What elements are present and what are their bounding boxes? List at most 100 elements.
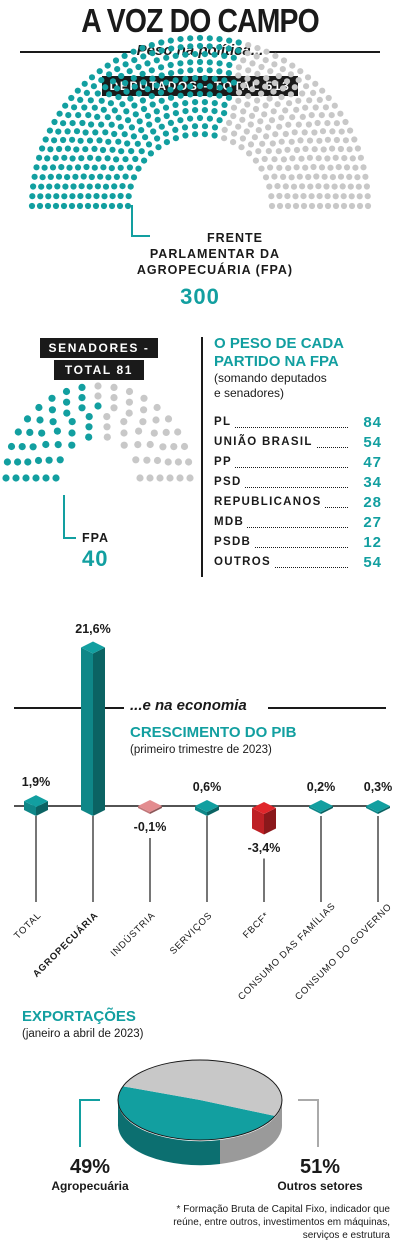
deputy-seat: [131, 57, 138, 64]
deputy-seat: [196, 82, 204, 90]
deputy-seat: [230, 112, 237, 120]
deputy-seat: [158, 72, 165, 79]
deputy-seat: [158, 97, 165, 104]
senator-seat: [18, 443, 26, 451]
deputy-seat: [98, 97, 105, 104]
deputy-seat: [315, 183, 322, 190]
deputy-seat: [295, 77, 302, 84]
deputy-seat: [355, 183, 362, 190]
deputy-seat: [216, 68, 223, 75]
deputy-seat: [320, 146, 327, 153]
deputy-seat: [139, 45, 146, 52]
deputy-seat: [80, 173, 87, 180]
deputy-seat: [153, 108, 160, 115]
leader-dots: [214, 487, 348, 488]
exports-heading: EXPORTAÇÕES: [22, 1008, 136, 1025]
agro-callout-line: [79, 1099, 100, 1147]
deputy-seat: [113, 173, 120, 180]
deputy-seat: [235, 89, 243, 96]
deputy-seat: [102, 183, 110, 190]
deputy-seat: [196, 42, 204, 50]
deputy-seat: [192, 131, 199, 138]
deputy-seat: [86, 183, 93, 190]
parties-heading-1: O PESO DE CADA: [214, 335, 345, 352]
deputy-seat: [263, 75, 270, 82]
party-row: PP 47: [214, 454, 382, 474]
deputy-seat: [297, 137, 304, 144]
senator-seat: [24, 458, 32, 466]
deputy-seat: [116, 202, 124, 210]
deputy-seat: [216, 44, 223, 51]
deputy-seat: [162, 104, 170, 111]
deputy-seat: [211, 51, 218, 58]
deputy-seat: [235, 47, 242, 54]
party-row: REPUBLICANOS 28: [214, 494, 382, 514]
deputy-seat: [293, 106, 300, 113]
deputy-seat: [201, 51, 208, 58]
deputy-seat: [288, 174, 295, 181]
deputy-seat: [91, 104, 98, 111]
deputy-seat: [94, 183, 101, 190]
deputy-seat: [138, 127, 145, 134]
deputy-seat: [316, 202, 324, 210]
deputy-seat: [310, 89, 317, 96]
deputy-seat: [163, 79, 170, 86]
footnote-line3: serviços e estrutura: [302, 1230, 390, 1241]
bar-face-left: [24, 801, 36, 816]
party-value: 54: [363, 434, 382, 451]
senator-seat: [68, 441, 76, 449]
senator-seat: [134, 441, 142, 449]
deputy-seat: [275, 72, 282, 80]
deputy-seat: [91, 145, 98, 152]
deputy-seat: [329, 128, 336, 135]
deputy-seat: [167, 86, 174, 93]
deputy-seat: [60, 136, 67, 144]
deputy-seat: [285, 165, 292, 172]
deputy-seat: [61, 193, 68, 200]
deputy-seat: [225, 70, 232, 77]
deputy-seat: [83, 163, 90, 171]
deputy-seat: [29, 183, 37, 190]
deputy-seat: [94, 113, 101, 120]
party-row: PSDB 12: [214, 534, 382, 554]
deputy-seat: [255, 148, 262, 155]
deputy-seat: [201, 107, 208, 114]
senator-seat: [136, 474, 144, 482]
deputy-seat: [115, 94, 122, 101]
deputy-seat: [62, 183, 69, 190]
deputy-seat: [239, 135, 246, 142]
deputy-seat: [153, 57, 160, 64]
deputy-seat: [333, 136, 340, 144]
deputy-seat: [53, 193, 60, 200]
deputy-seat: [69, 136, 76, 143]
bar-top: [195, 800, 219, 812]
deputy-seat: [42, 136, 49, 143]
deputy-seat: [299, 90, 306, 97]
deputy-seat: [316, 193, 323, 200]
deputy-seat: [108, 121, 115, 128]
deputy-seat: [118, 72, 125, 80]
deputy-seat: [291, 129, 298, 136]
senator-seat: [85, 433, 93, 441]
deputy-seat: [315, 155, 322, 162]
deputy-seat: [122, 173, 129, 180]
deputy-seat: [324, 155, 331, 162]
deputy-seat: [221, 126, 228, 133]
deputy-seat: [314, 119, 321, 127]
deputy-seat: [163, 139, 170, 146]
deputy-seat: [296, 173, 303, 180]
deputy-seat: [274, 183, 281, 190]
senator-seat: [176, 474, 184, 482]
senator-seat: [14, 458, 22, 466]
deputy-seat: [276, 123, 283, 130]
party-name: PP: [214, 456, 235, 468]
deputy-seat: [244, 101, 251, 108]
deputy-seat: [196, 58, 204, 66]
senator-seat: [166, 474, 174, 482]
senator-seat: [62, 387, 71, 396]
deputy-seat: [98, 121, 105, 128]
deputy-seat: [111, 183, 118, 190]
deputy-seat: [325, 94, 332, 102]
deputy-seat: [177, 36, 184, 43]
deputy-seat: [275, 148, 282, 155]
